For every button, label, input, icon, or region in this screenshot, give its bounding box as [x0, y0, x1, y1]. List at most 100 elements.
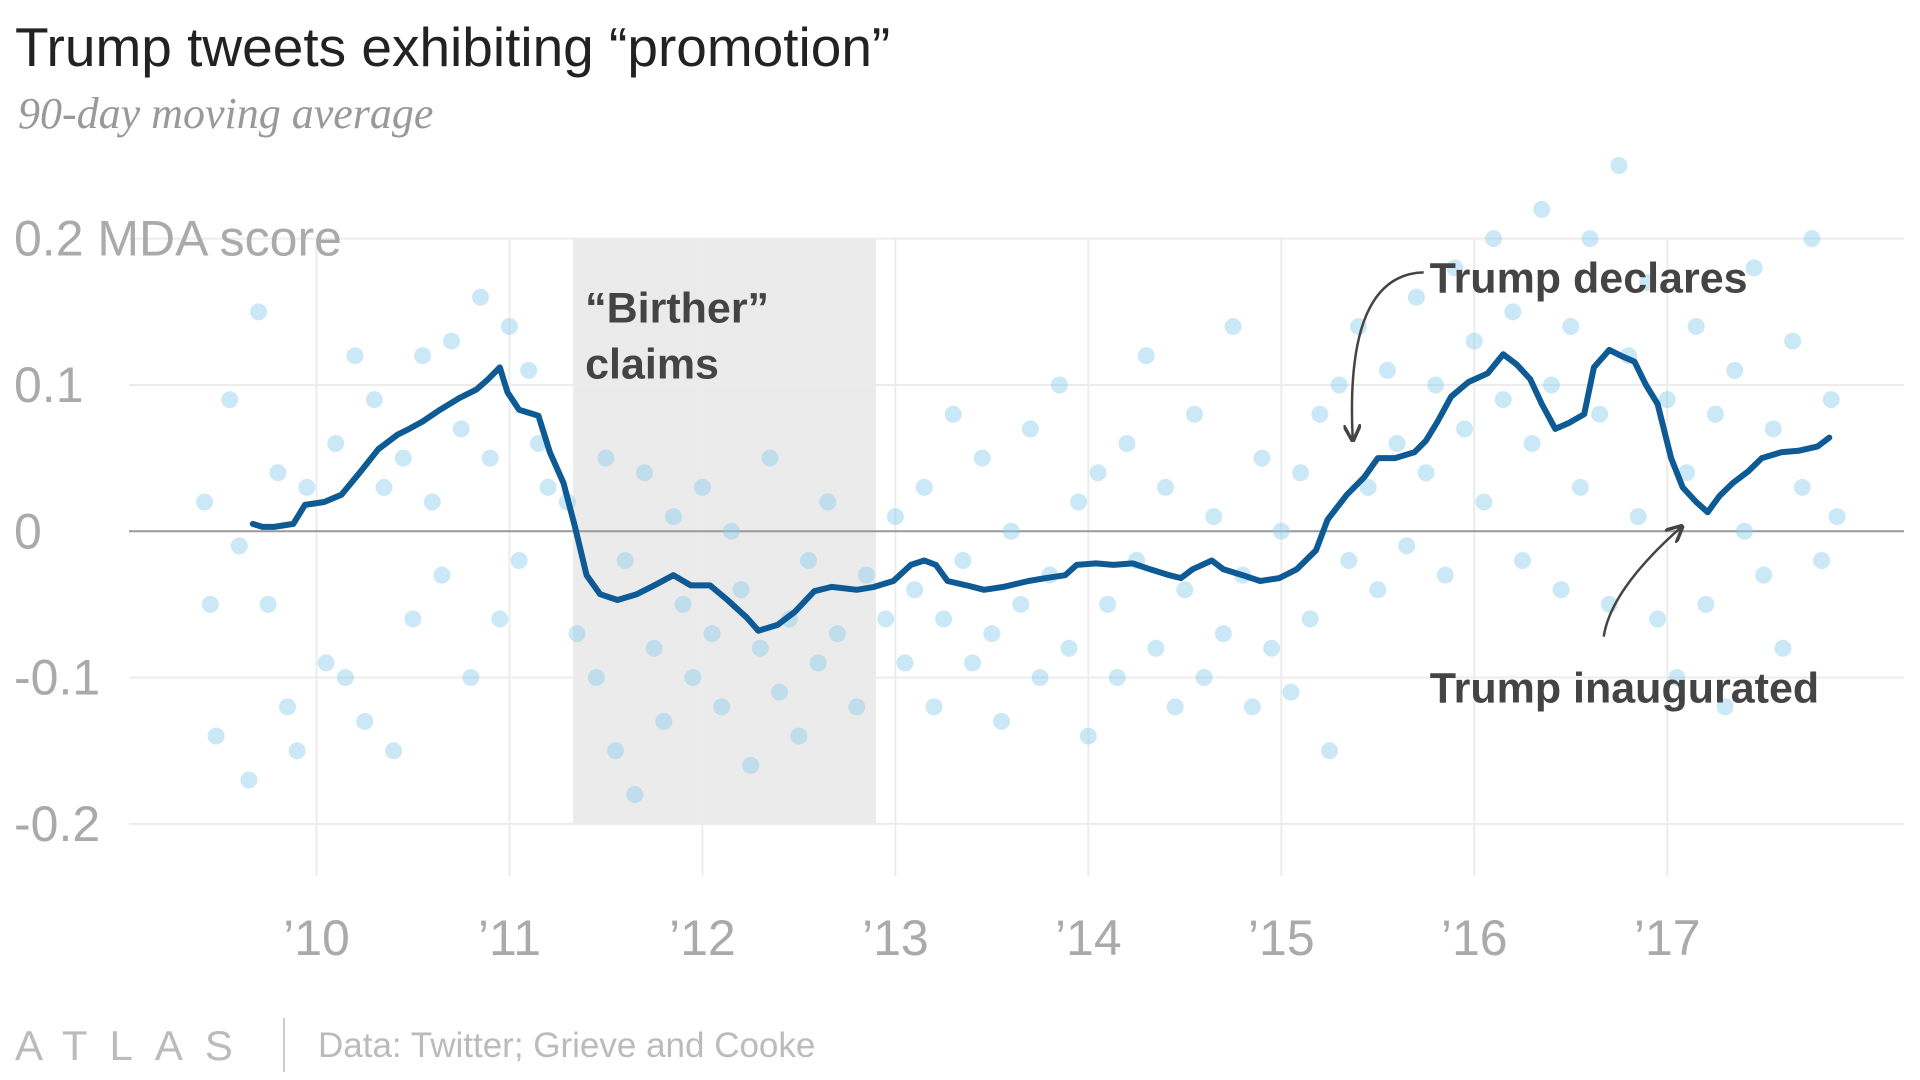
scatter-dot — [1706, 405, 1724, 423]
scatter-dot — [1533, 200, 1551, 218]
x-tick-label: ’13 — [862, 910, 929, 966]
scatter-dot — [703, 625, 721, 643]
scatter-dot — [751, 639, 769, 657]
scatter-dot — [1697, 595, 1715, 613]
scatter-dot — [1321, 742, 1339, 760]
scatter-dot — [1446, 259, 1464, 277]
scatter-dot — [1764, 420, 1782, 438]
scatter-dot — [433, 566, 451, 584]
scatter-dot — [385, 742, 403, 760]
scatter-dot — [1494, 391, 1512, 409]
scatter-dot — [1002, 522, 1020, 540]
moving-average-line — [249, 346, 1833, 634]
scatter-dot — [674, 595, 692, 613]
scatter-dot — [1813, 552, 1831, 570]
scatter-dot — [336, 669, 354, 687]
scatter-dot — [529, 434, 547, 452]
scatter-dot — [1166, 698, 1184, 716]
scatter-dot — [539, 478, 557, 496]
scatter-dot — [607, 742, 625, 760]
scatter-dot — [722, 522, 740, 540]
scatter-dot — [1118, 434, 1136, 452]
scatter-dot — [1147, 639, 1165, 657]
scatter-dot — [664, 508, 682, 526]
scatter-dot — [1716, 698, 1734, 716]
x-tick-label: ’14 — [1055, 910, 1122, 966]
x-tick-label: ’17 — [1634, 910, 1701, 966]
scatter-dot — [1803, 230, 1821, 248]
scatter-dot — [713, 698, 731, 716]
scatter-dot — [1108, 669, 1126, 687]
scatter-dot — [1012, 595, 1030, 613]
scatter-dot — [1369, 581, 1387, 599]
scatter-dot — [1745, 259, 1763, 277]
scatter-dot — [1793, 478, 1811, 496]
scatter-dot — [1263, 639, 1281, 657]
annotation-arrow — [1352, 271, 1424, 438]
scatter-dot — [317, 654, 335, 672]
scatter-dot — [684, 669, 702, 687]
scatter-dot — [1398, 537, 1416, 555]
scatter-dot — [906, 581, 924, 599]
scatter-dot — [636, 464, 654, 482]
scatter-dot — [915, 478, 933, 496]
x-tick-label: ’16 — [1441, 910, 1508, 966]
scatter-dot — [1581, 230, 1599, 248]
scatter-dot — [1784, 332, 1802, 350]
y-tick-label: 0.2 MDA score — [14, 211, 342, 267]
scatter-dot — [1330, 376, 1348, 394]
scatter-dot — [1485, 230, 1503, 248]
scatter-dot — [1176, 581, 1194, 599]
scatter-dot — [269, 464, 287, 482]
scatter-dot — [196, 493, 214, 511]
scatter-dot — [1388, 434, 1406, 452]
scatter-dot — [1436, 566, 1454, 584]
scatter-dot — [1629, 508, 1647, 526]
scatter-dot — [1079, 727, 1097, 745]
chart-title: Trump tweets exhibiting “promotion” — [15, 16, 890, 78]
scatter-dot — [230, 537, 248, 555]
x-tick-label: ’12 — [669, 910, 736, 966]
scatter-dot — [1571, 478, 1589, 496]
scatter-dot — [1726, 361, 1744, 379]
scatter-dot — [819, 493, 837, 511]
scatter-dot — [886, 508, 904, 526]
scatter-dot — [992, 712, 1010, 730]
scatter-dot — [964, 654, 982, 672]
scatter-dot — [1822, 391, 1840, 409]
scatter-dot — [1050, 376, 1068, 394]
scatter-dot — [279, 698, 297, 716]
scatter-dot — [655, 712, 673, 730]
scatter-dot — [520, 361, 538, 379]
scatter-dot — [1427, 376, 1445, 394]
scatter-dot — [1678, 464, 1696, 482]
scatter-dot — [423, 493, 441, 511]
scatter-dot — [1774, 639, 1792, 657]
scatter-dot — [626, 786, 644, 804]
y-tick-label: -0.1 — [14, 650, 100, 706]
scatter-dot — [346, 347, 364, 365]
scatter-dot — [587, 669, 605, 687]
scatter-dot — [1610, 157, 1628, 175]
scatter-layer — [196, 157, 1846, 804]
annotation-label: Trump declares — [1430, 254, 1748, 302]
scatter-dot — [800, 552, 818, 570]
scatter-dot — [1668, 669, 1686, 687]
scatter-dot — [1070, 493, 1088, 511]
scatter-dot — [1214, 625, 1232, 643]
scatter-dot — [771, 683, 789, 701]
scatter-dot — [327, 434, 345, 452]
scatter-dot — [1157, 478, 1175, 496]
chart-subtitle: 90-day moving average — [18, 89, 433, 138]
scatter-dot — [857, 566, 875, 584]
scatter-dot — [1639, 274, 1657, 292]
scatter-dot — [1407, 288, 1425, 306]
scatter-dot — [954, 552, 972, 570]
scatter-dot — [1205, 508, 1223, 526]
scatter-dot — [298, 478, 316, 496]
source: Data: Twitter; Grieve and Cooke — [318, 1026, 815, 1065]
scatter-dot — [1542, 376, 1560, 394]
scatter-dot — [1687, 317, 1705, 335]
annotation-label: Trump inaugurated — [1430, 665, 1819, 713]
